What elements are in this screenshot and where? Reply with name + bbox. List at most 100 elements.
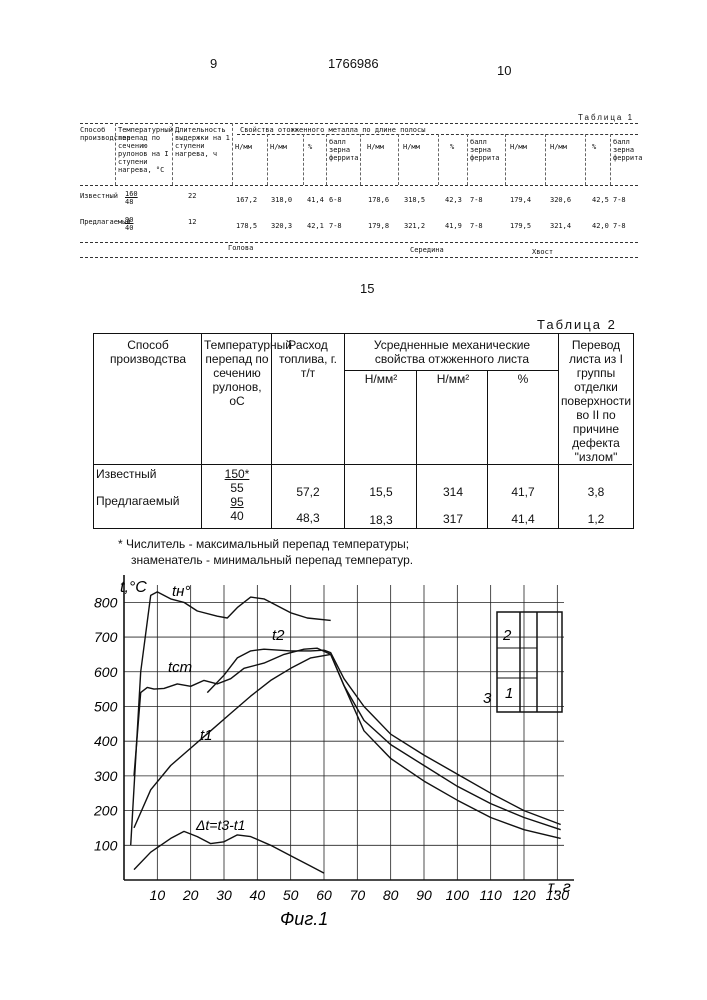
label-t1: t1 (200, 727, 213, 744)
t2-header-method: Способ производства (96, 338, 200, 366)
t1-header-p1: % (308, 143, 312, 151)
t2-row1-b: 314 (418, 485, 488, 499)
t1-row1-value: 178,6 (368, 196, 389, 204)
t2-row1-temp-num: 150* (204, 467, 270, 481)
t2-row1-temp-den: 55 (204, 481, 270, 495)
inset-label-1: 1 (505, 685, 513, 702)
t1-row2-value: 42,0 (592, 222, 609, 230)
t2-header-col-b: Н/мм² (418, 372, 488, 386)
y-tick-label: 500 (94, 698, 118, 714)
t1-header-method: Способ производства (80, 126, 114, 142)
t1-header-n3: Н/мм (367, 143, 384, 151)
line-marker: 15 (360, 281, 374, 296)
t1-row2-value: 321,2 (404, 222, 425, 230)
page-number-right: 10 (497, 63, 511, 78)
t2-row1-fuel: 57,2 (274, 485, 342, 499)
t1-row1-value: 318,0 (271, 196, 292, 204)
t2-header-col-a: Н/мм² (346, 372, 416, 386)
t1-row1-value: 6-8 (329, 196, 342, 204)
t1-header-n5: Н/мм (510, 143, 527, 151)
t1-row2-value: 320,3 (271, 222, 292, 230)
t1-row2-temp-den: 40 (125, 224, 133, 232)
x-tick-label: 80 (383, 887, 399, 903)
inset-box: 2 3 1 (483, 612, 562, 712)
t1-header-props: Свойства отожженного металла по длине по… (240, 126, 630, 134)
t1-row2-duration: 12 (188, 218, 196, 226)
t1-header-g1: балл зерна феррита (329, 138, 359, 162)
x-tick-label: 110 (480, 887, 503, 903)
t1-row1-value: 42,5 (592, 196, 609, 204)
t1-row1-value: 7-8 (470, 196, 483, 204)
t1-row2-value: 7-8 (470, 222, 483, 230)
t2-row2-temp-den: 40 (204, 509, 270, 523)
t1-row2-method: Предлагаемый (80, 218, 131, 226)
t1-row1-value: 320,6 (550, 196, 571, 204)
t1-header-g2: балл зерна феррита (470, 138, 504, 162)
t1-footer-tail: Хвост (532, 248, 553, 256)
t1-row2-value: 42,1 (307, 222, 324, 230)
y-tick-label: 300 (94, 768, 118, 784)
t1-header-p2: % (450, 143, 454, 151)
t1-row1-value: 318,5 (404, 196, 425, 204)
x-tick-label: 50 (283, 887, 299, 903)
series-line-5 (134, 831, 324, 873)
t1-row1-value: 42,3 (445, 196, 462, 204)
t1-row2-value: 179,5 (510, 222, 531, 230)
t1-header-duration: Длительность выдержки на 1 ступени нагре… (175, 126, 231, 158)
x-tick-label: 30 (216, 887, 232, 903)
t2-header-temp: Температурный перепад по сечению рулонов… (204, 338, 270, 408)
y-tick-label: 700 (94, 629, 118, 645)
x-axis-label: τ, г (548, 879, 571, 896)
inset-label-2: 2 (502, 627, 512, 644)
t1-row2-temp-num: 90 (125, 216, 133, 224)
t1-row2-value: 7-8 (613, 222, 626, 230)
t2-row1-method: Известный (96, 467, 157, 481)
t1-header-n4: Н/мм (403, 143, 420, 151)
t1-header-n1: Н/мм (235, 143, 252, 151)
y-tick-label: 200 (93, 803, 118, 819)
t1-header-temp: Температурный перепад по сечению рулонов… (118, 126, 172, 174)
table2-note-1: * Числитель - максимальный перепад темпе… (118, 537, 409, 551)
t2-row2-transfer: 1,2 (560, 512, 632, 526)
t2-header-props: Усредненные механические свойства отжжен… (348, 338, 556, 366)
t1-row2-value: 41,9 (445, 222, 462, 230)
t2-row1-c: 41,7 (489, 485, 557, 499)
x-tick-label: 60 (316, 887, 332, 903)
t2-row1-a: 15,5 (346, 485, 416, 499)
table1: Способ производства Температурный перепа… (80, 118, 638, 258)
x-tick-label: 70 (350, 887, 366, 903)
table2: Способ производства Температурный перепа… (93, 333, 634, 529)
t1-row1-method: Известный (80, 192, 118, 200)
t1-header-n6: Н/мм (550, 143, 567, 151)
label-stand: tст (168, 659, 192, 676)
figure-caption: Фиг.1 (280, 909, 328, 929)
t1-row2-value: 7-8 (329, 222, 342, 230)
table2-caption: Таблица 2 (537, 317, 617, 332)
t2-row2-method: Предлагаемый (96, 494, 179, 508)
x-tick-label: 90 (416, 887, 432, 903)
label-t2: t2 (272, 627, 285, 644)
t1-row1-value: 179,4 (510, 196, 531, 204)
t2-row2-a: 18,3 (346, 513, 416, 527)
t1-row1-value: 41,4 (307, 196, 324, 204)
inset-label-3: 3 (483, 690, 492, 707)
t1-header-p3: % (592, 143, 596, 151)
x-tick-label: 10 (150, 887, 166, 903)
t2-row2-temp-num: 95 (204, 495, 270, 509)
y-tick-label: 100 (94, 837, 118, 853)
t1-footer-middle: Середина (410, 246, 444, 254)
y-tick-label: 600 (94, 664, 118, 680)
t1-row1-value: 7-8 (613, 196, 626, 204)
t2-row2-b: 317 (418, 512, 488, 526)
patent-number: 1766986 (328, 56, 379, 71)
t1-header-n2: Н/мм (270, 143, 287, 151)
series-line-1 (131, 592, 331, 845)
series-line-3 (207, 649, 560, 824)
t1-row1-value: 167,2 (236, 196, 257, 204)
y-tick-label: 400 (94, 733, 118, 749)
figure-chart: 1020304050607080901001101201301002003004… (0, 560, 707, 1000)
t1-row1-duration: 22 (188, 192, 196, 200)
label-dt: Δt=t3-t1 (195, 817, 245, 833)
t2-row2-fuel: 48,3 (274, 511, 342, 525)
page-number-left: 9 (210, 56, 217, 71)
